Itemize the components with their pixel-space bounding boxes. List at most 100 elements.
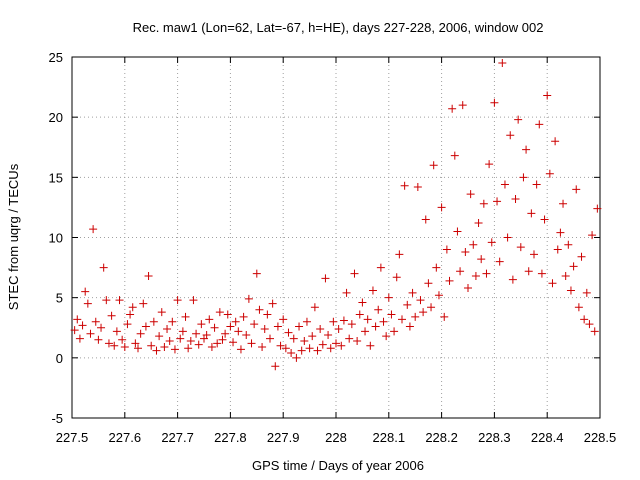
data-point	[466, 190, 475, 199]
data-point	[329, 317, 338, 326]
data-point	[97, 323, 106, 332]
x-tick-label: 227.7	[161, 430, 194, 445]
data-point	[582, 288, 591, 297]
x-tick-label: 228	[325, 430, 347, 445]
data-point	[284, 328, 293, 337]
data-point	[464, 284, 472, 293]
chart-title: Rec. maw1 (Lon=62, Lat=-67, h=HE), days …	[133, 20, 544, 35]
data-point	[144, 272, 153, 281]
data-point	[242, 330, 251, 339]
data-point	[279, 315, 288, 324]
data-point	[524, 267, 533, 276]
data-point	[318, 340, 327, 349]
data-point	[429, 161, 438, 170]
data-point	[559, 199, 568, 208]
data-point	[350, 269, 359, 278]
data-point	[379, 317, 388, 326]
data-point	[141, 322, 150, 331]
data-point	[427, 303, 436, 312]
data-point	[210, 323, 219, 332]
data-point	[181, 312, 190, 321]
data-point	[574, 303, 583, 312]
data-point	[543, 91, 552, 100]
data-points	[70, 59, 602, 371]
data-point	[102, 296, 111, 305]
data-point	[131, 339, 140, 348]
data-point	[437, 203, 446, 212]
data-point	[231, 317, 240, 326]
data-point	[184, 344, 193, 353]
data-point	[266, 334, 274, 343]
data-point	[474, 219, 483, 228]
data-point	[263, 310, 272, 319]
data-point	[413, 182, 422, 191]
data-point	[387, 310, 396, 319]
data-point	[221, 329, 230, 338]
data-point	[297, 346, 306, 355]
data-point	[453, 227, 462, 236]
data-point	[366, 341, 375, 350]
data-point	[73, 315, 82, 324]
data-point	[487, 238, 496, 247]
data-point	[295, 322, 304, 331]
data-point	[157, 308, 166, 317]
data-point	[440, 312, 449, 321]
data-point	[448, 104, 457, 113]
data-point	[194, 340, 203, 349]
data-point	[173, 296, 182, 305]
data-point	[572, 185, 581, 194]
data-point	[89, 225, 98, 234]
data-point	[78, 321, 87, 330]
data-point	[163, 324, 172, 333]
data-point	[461, 247, 470, 256]
data-point	[477, 255, 486, 264]
data-point	[134, 344, 142, 353]
data-point	[456, 267, 465, 276]
data-point	[118, 335, 127, 344]
data-point	[271, 362, 280, 371]
grid	[72, 57, 600, 418]
data-point	[202, 330, 211, 339]
data-point	[580, 315, 589, 324]
data-point	[519, 173, 528, 182]
x-tick-label: 227.5	[56, 430, 89, 445]
data-point	[469, 240, 478, 249]
data-point	[213, 339, 222, 348]
data-point	[471, 272, 480, 281]
y-axis-label: STEC from uqrg / TECUs	[6, 163, 21, 310]
data-point	[421, 215, 430, 224]
data-point	[405, 322, 414, 331]
data-point	[345, 334, 354, 343]
data-point	[258, 343, 267, 352]
y-tick-label: 25	[49, 50, 63, 65]
data-point	[353, 336, 362, 345]
data-point	[149, 317, 158, 326]
data-point	[485, 160, 494, 169]
data-point	[292, 353, 301, 362]
data-point	[593, 204, 602, 213]
data-point	[339, 316, 348, 325]
data-point	[120, 343, 129, 352]
data-point	[239, 312, 248, 321]
data-point	[569, 262, 578, 271]
y-tick-label: 0	[56, 351, 63, 366]
data-point	[545, 169, 554, 178]
data-point	[136, 329, 145, 338]
data-point	[514, 115, 523, 124]
data-point	[321, 274, 330, 283]
data-point	[234, 327, 243, 336]
x-tick-label: 227.8	[214, 430, 247, 445]
data-point	[226, 322, 235, 331]
data-point	[99, 263, 108, 272]
data-point	[424, 279, 433, 288]
data-point	[506, 131, 515, 140]
data-point	[400, 181, 409, 190]
y-axis: -5 0 5 10 15 20 25	[49, 50, 600, 426]
data-point	[332, 339, 340, 348]
data-point	[276, 341, 285, 350]
data-point	[500, 180, 509, 189]
data-point	[342, 288, 351, 297]
data-point	[434, 291, 443, 300]
data-point	[218, 335, 227, 344]
data-point	[197, 320, 206, 329]
